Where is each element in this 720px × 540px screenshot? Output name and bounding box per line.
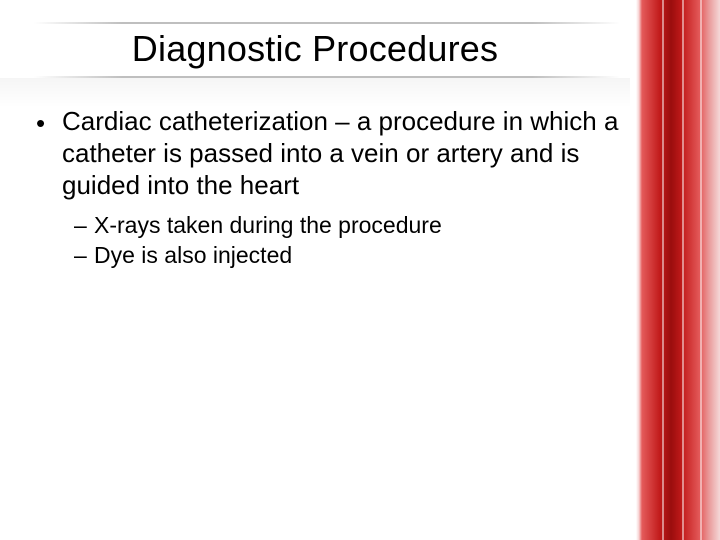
sub-list: – X-rays taken during the procedure – Dy… [74, 211, 620, 269]
bullet-icon: • [36, 105, 62, 201]
slide: Diagnostic Procedures • Cardiac catheter… [0, 0, 720, 540]
slide-title: Diagnostic Procedures [0, 28, 630, 70]
list-item: – X-rays taken during the procedure [74, 211, 620, 239]
decorative-red-stripe [630, 0, 720, 540]
list-item-text: Dye is also injected [94, 241, 292, 269]
list-item: • Cardiac catheterization – a procedure … [36, 105, 620, 201]
list-item-text: Cardiac catheterization – a procedure in… [62, 105, 620, 201]
list-item: – Dye is also injected [74, 241, 620, 269]
title-rule-bottom [34, 76, 620, 78]
title-rule-top [34, 22, 620, 24]
slide-body: • Cardiac catheterization – a procedure … [36, 105, 620, 271]
dash-icon: – [74, 241, 94, 269]
list-item-text: X-rays taken during the procedure [94, 211, 442, 239]
dash-icon: – [74, 211, 94, 239]
content-top-shadow [0, 78, 630, 108]
